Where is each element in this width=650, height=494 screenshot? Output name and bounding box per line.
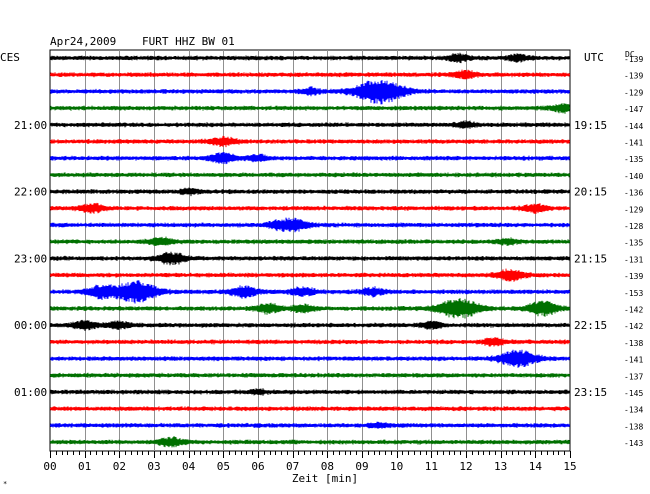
x-tick-label: 07 xyxy=(286,460,299,473)
dc-offset-label: -139 xyxy=(624,272,643,281)
grid xyxy=(49,49,571,452)
dc-offset-label: -139 xyxy=(624,72,643,81)
dc-offset-label: -145 xyxy=(624,389,643,398)
right-time-label: 21:15 xyxy=(574,252,607,265)
x-tick-label: 10 xyxy=(390,460,403,473)
dc-offset-label: -129 xyxy=(624,88,643,97)
x-tick-label: 00 xyxy=(43,460,56,473)
dc-offset-label: -131 xyxy=(624,255,643,264)
x-tick-label: 14 xyxy=(529,460,543,473)
left-time-label: 23:00 xyxy=(14,252,47,265)
dc-offset-label: -138 xyxy=(624,422,643,431)
x-tick-label: 15 xyxy=(563,460,576,473)
x-tick-label: 09 xyxy=(355,460,368,473)
x-tick-label: 05 xyxy=(217,460,230,473)
trace-group xyxy=(50,52,570,448)
x-axis-title: Zeit [min] xyxy=(292,472,358,485)
right-time-label: 23:15 xyxy=(574,386,607,399)
x-tick-label: 12 xyxy=(459,460,472,473)
right-time-label: 20:15 xyxy=(574,186,607,199)
dc-offset-label: -128 xyxy=(624,222,643,231)
left-time-label: 21:00 xyxy=(14,119,47,132)
dc-offset-label: -137 xyxy=(624,372,643,381)
seismic-trace xyxy=(50,80,570,105)
left-zone-label: CES xyxy=(0,51,20,64)
dc-label: DC xyxy=(625,50,635,59)
right-time-label: 22:15 xyxy=(574,319,607,332)
dc-offset-label: -142 xyxy=(624,306,643,315)
dc-offset-label: -129 xyxy=(624,205,643,214)
dc-offset-label: -143 xyxy=(624,439,643,448)
dc-offset-label: -138 xyxy=(624,339,643,348)
dc-offset-label: -141 xyxy=(624,356,643,365)
x-tick-label: 08 xyxy=(321,460,334,473)
x-tick-label: 11 xyxy=(425,460,438,473)
left-time-label: 01:00 xyxy=(14,386,47,399)
dc-offset-label: -136 xyxy=(624,189,643,198)
dc-offset-label: -153 xyxy=(624,289,643,298)
right-time-label: 19:15 xyxy=(574,119,607,132)
x-tick-label: 04 xyxy=(182,460,196,473)
dc-offset-label: -147 xyxy=(624,105,643,114)
x-axis: 00 01 02 03 04 05 06 07 08 09 10 11 12 13 14 15 xyxy=(43,451,577,473)
left-time-label: 00:00 xyxy=(14,319,47,332)
dc-offset-label: -142 xyxy=(624,322,643,331)
station-label: FURT HHZ BW 01 xyxy=(142,35,235,48)
dc-offset-label: -134 xyxy=(624,406,643,415)
x-tick-label: 13 xyxy=(494,460,507,473)
dc-offset-label: -141 xyxy=(624,139,643,148)
date-label: Apr24,2009 xyxy=(50,35,116,48)
dc-offset-label: -144 xyxy=(624,122,643,131)
dc-offset-label: -139 xyxy=(624,55,643,64)
time-labels: 21:00 22:00 23:00 00:00 01:00 19:15 20:15 21:15… xyxy=(14,55,643,448)
dc-offset-label: -140 xyxy=(624,172,643,181)
x-tick-label: 02 xyxy=(113,460,126,473)
right-zone-label: UTC xyxy=(584,51,604,64)
corner-mark: * xyxy=(3,480,7,488)
dc-offset-label: -135 xyxy=(624,239,643,248)
dc-offset-label: -135 xyxy=(624,155,643,164)
x-tick-label: 03 xyxy=(147,460,160,473)
x-tick-label: 06 xyxy=(251,460,264,473)
x-tick-label: 01 xyxy=(78,460,91,473)
left-time-label: 22:00 xyxy=(14,186,47,199)
